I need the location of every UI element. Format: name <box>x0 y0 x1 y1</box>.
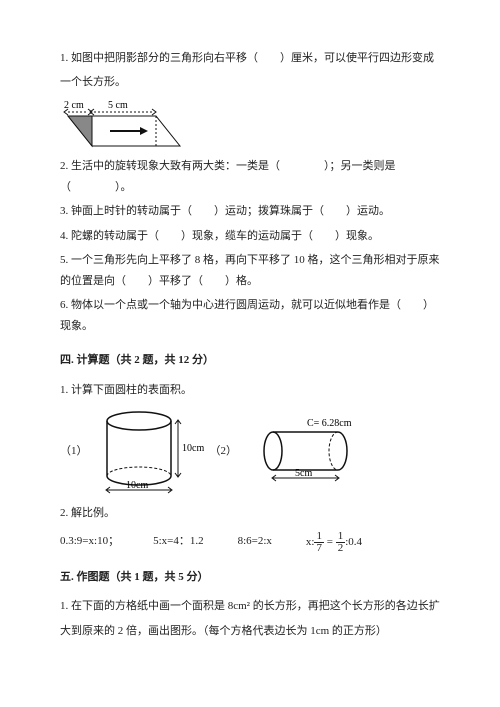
prop4: x:17 = 12:0.4 <box>306 531 362 554</box>
svg-text:10cm: 10cm <box>182 443 204 454</box>
svg-text:5cm: 5cm <box>295 468 312 479</box>
q1-figure: 2 cm 5 cm <box>60 96 440 156</box>
s4q1-figures: （1） 10cm 10cm （2） C= 6.28cm 5cm <box>60 406 440 496</box>
cylinder-1: 10cm 10cm <box>94 406 204 496</box>
cylinder-2: C= 6.28cm 5cm <box>243 416 373 486</box>
q1-line2: 一个长方形。 <box>60 72 440 93</box>
section4-title: 四. 计算题（共 2 题，共 12 分） <box>60 350 440 371</box>
svg-text:C= 6.28cm: C= 6.28cm <box>307 418 352 429</box>
prop1: 0.3:9=x:10； <box>60 531 119 554</box>
q5: 5. 一个三角形先向上平移了 8 格，再向下平移了 10 格，这个三角形相对于原… <box>60 250 440 292</box>
q4: 4. 陀螺的转动属于（ ）现象，缆车的运动属于（ ）现象。 <box>60 226 440 247</box>
prop2: 5:x=4：1.2 <box>153 531 204 554</box>
q6: 6. 物体以一个点或一个轴为中心进行圆周运动，就可以近似地看作是（ ）现象。 <box>60 295 440 337</box>
s5q1-line1: 1. 在下面的方格纸中画一个面积是 8cm² 的长方形，再把这个长方形的各边长扩 <box>60 596 440 617</box>
s4q1-title: 1. 计算下面圆柱的表面积。 <box>60 380 440 401</box>
prop3: 8:6=2:x <box>238 531 272 554</box>
s4q2-title: 2. 解比例。 <box>60 503 440 524</box>
fig1-index: （1） <box>60 441 88 462</box>
fig2-index: （2） <box>210 441 238 462</box>
q1-line1: 1. 如图中把阴影部分的三角形向右平移（ ）厘米，可以使平行四边形变成 <box>60 48 440 69</box>
svg-text:10cm: 10cm <box>126 480 148 491</box>
s5q1-line2: 大到原来的 2 倍，画出图形。（每个方格代表边长为 1cm 的正方形） <box>60 621 440 642</box>
q2: 2. 生活中的旋转现象大致有两大类：一类是（ ）；另一类则是（ ）。 <box>60 156 440 198</box>
section5-title: 五. 作图题（共 1 题，共 5 分） <box>60 567 440 588</box>
q3: 3. 钟面上时针的转动属于（ ）运动；拨算珠属于（ ）运动。 <box>60 201 440 222</box>
proportion-row: 0.3:9=x:10； 5:x=4：1.2 8:6=2:x x:17 = 12:… <box>60 531 440 554</box>
label-5cm: 5 cm <box>108 100 128 111</box>
